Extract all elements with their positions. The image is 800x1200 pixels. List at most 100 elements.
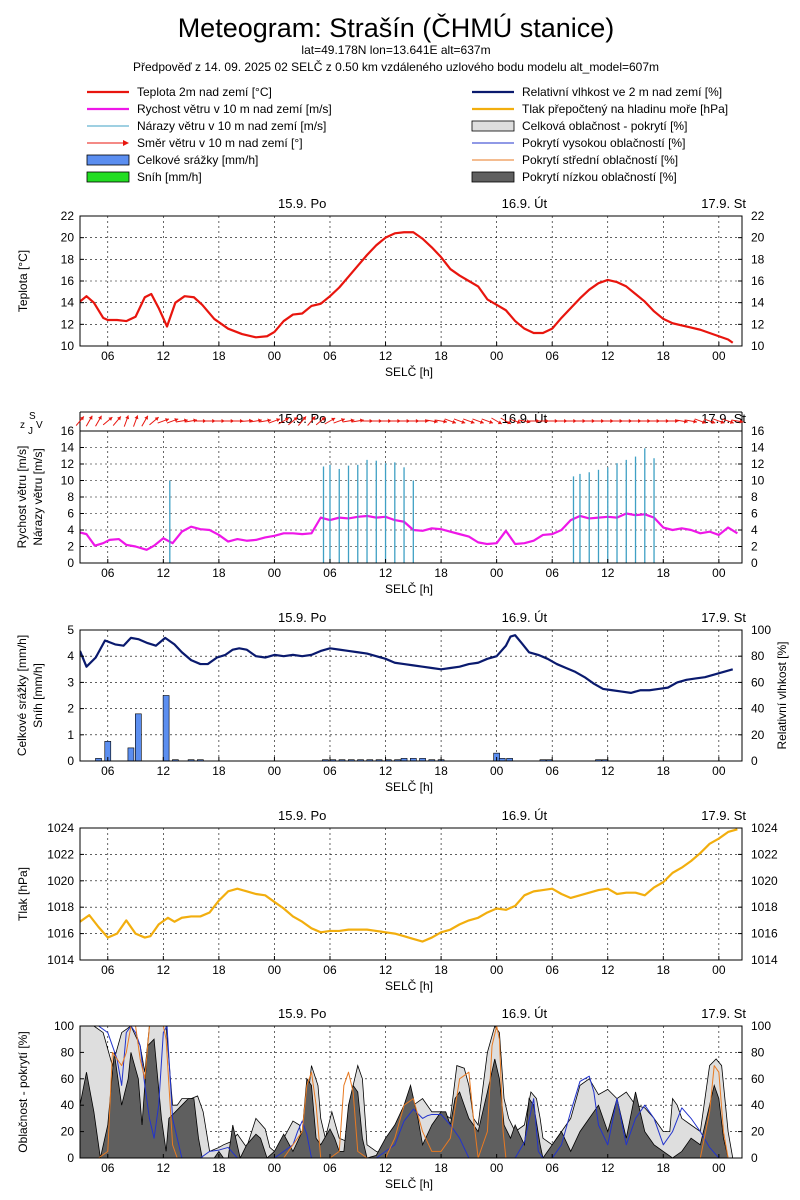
x-tick-label: 18 [657,566,671,580]
wind-arrow-head [144,415,148,420]
wind-arrow-head [284,417,289,422]
legend-label: Tlak přepočtený na hladinu moře [hPa] [522,102,728,116]
precip-bar [172,759,179,761]
legend-label: Směr větru v 10 m nad zemí [°] [137,136,303,150]
y-tick-label: 10 [61,474,75,488]
legend-label: Pokrytí vysokou oblačností [%] [522,136,685,150]
y-tick-label-right: 20 [751,231,765,245]
wind-arrow-head [452,419,456,424]
wind-arrow-head [497,420,502,425]
legend-label: Celková oblačnost - pokrytí [%] [522,119,687,133]
x-tick-label: 18 [212,1161,226,1175]
y-axis-label: Rychost větru [m/s] [15,446,29,549]
y-tick-label-right: 16 [751,424,765,438]
x-tick-label: 12 [379,566,393,580]
plot-area [80,1026,742,1158]
y-tick-label: 12 [61,457,75,471]
y-tick-label-right: 80 [751,649,765,663]
wind-arrow-head [321,417,326,421]
y-axis-label: Celkové srážky [mm/h] [15,635,29,756]
y-tick-label-right: 0 [751,1151,758,1165]
legend-item: Tlak přepočtený na hladinu moře [hPa] [472,102,728,116]
x-tick-label: 00 [712,764,726,778]
day-label: 17.9. St [701,196,746,211]
x-tick-label: 12 [157,566,171,580]
x-tick-label: 06 [101,349,115,363]
day-label: 15.9. Po [278,196,326,211]
precip-bar [95,758,102,761]
precip-bar [419,758,426,761]
precip-bar [135,713,142,761]
wind-arrow-head [693,419,697,424]
y-tick-label-right: 14 [751,296,765,310]
x-tick-label: 06 [546,349,560,363]
wind-arrow-head [720,419,725,424]
y-tick-label-right: 16 [751,274,765,288]
precip-bar [506,758,513,761]
wind-arrow-head [461,419,466,424]
x-tick-label: 18 [434,566,448,580]
precip-bar [338,759,346,761]
wind-arrow-head [165,418,169,423]
day-label: 16.9. Út [502,610,548,625]
y-tick-label: 0 [67,754,74,768]
y-tick-label-right: 6 [751,507,758,521]
legend-label: Pokrytí střední oblačností [%] [522,153,678,167]
y-tick-label: 16 [61,424,75,438]
legend-item: Celková oblačnost - pokrytí [%] [471,119,687,133]
x-axis-label: SELČ [h] [385,364,433,379]
y-tick-label: 100 [54,1019,74,1033]
x-tick-label: 00 [268,963,282,977]
legend-label: Nárazy větru v 10 m nad zemí [m/s] [137,119,326,133]
x-tick-label: 12 [157,963,171,977]
wind-arrow-head [249,418,253,423]
y-tick-label: 4 [67,523,74,537]
x-tick-label: 12 [379,349,393,363]
legend-label: Relativní vlhkost ve 2 m nad zemí [%] [522,85,722,99]
precip-bar [539,759,547,761]
y-tick-label: 5 [67,623,74,637]
legend-label: Celkové srážky [mm/h] [137,153,258,167]
x-tick-label: 18 [657,963,671,977]
y-tick-label-right: 4 [751,523,758,537]
y-tick-label-right: 1016 [751,927,778,941]
legend-label: Rychost větru v 10 m nad zemí [m/s] [137,102,332,116]
day-label: 16.9. Út [502,1006,548,1021]
wind-arrow-head [702,419,706,424]
legend-item: Nárazy větru v 10 m nad zemí [m/s] [87,119,326,133]
legend: Teplota 2m nad zemí [°C] Rychost větru v … [86,85,728,184]
day-label: 16.9. Út [502,411,548,426]
direction-label-v: V [36,420,43,431]
panel-wind: 0 2 4 6 8 10 12 14 16 0 2 4 6 8 10 12 14 16 06 12 18 00 06 12 18… [15,411,765,596]
x-tick-label: 12 [601,764,615,778]
y-tick-label: 1 [67,728,74,742]
wind-arrow-head [302,416,307,421]
wind-arrow-head [489,419,494,424]
y-tick-label-right: 1020 [751,874,778,888]
y-tick-label: 1016 [47,927,74,941]
precip-bar [347,759,355,761]
series-line [80,231,734,344]
y-tick-label: 14 [61,296,75,310]
chart-title: Meteogram: Strašín (ČHMÚ stanice) [178,12,615,43]
legend-item: Pokrytí vysokou oblačností [%] [472,136,685,150]
wind-arrow-head [108,417,113,421]
x-axis-label: SELČ [h] [385,1176,433,1191]
y-tick-label: 1014 [47,953,74,967]
wind-arrow-head [479,419,484,424]
x-tick-label: 18 [212,349,226,363]
wind-arrow-head [434,419,438,424]
legend-label: Teplota 2m nad zemí [°C] [137,85,272,99]
panel-frame [79,827,743,961]
legend-swatch-box [86,171,130,183]
wind-arrow-head [154,417,159,421]
y-tick-label-right: 1014 [751,953,778,967]
x-tick-label: 18 [657,349,671,363]
day-label: 16.9. Út [502,808,548,823]
x-tick-label: 18 [434,1161,448,1175]
y-tick-label-right: 40 [751,1098,765,1112]
y-tick-label-right: 0 [751,556,758,570]
y-tick-label-right: 14 [751,441,765,455]
legend-label: Sníh [mm/h] [137,170,202,184]
